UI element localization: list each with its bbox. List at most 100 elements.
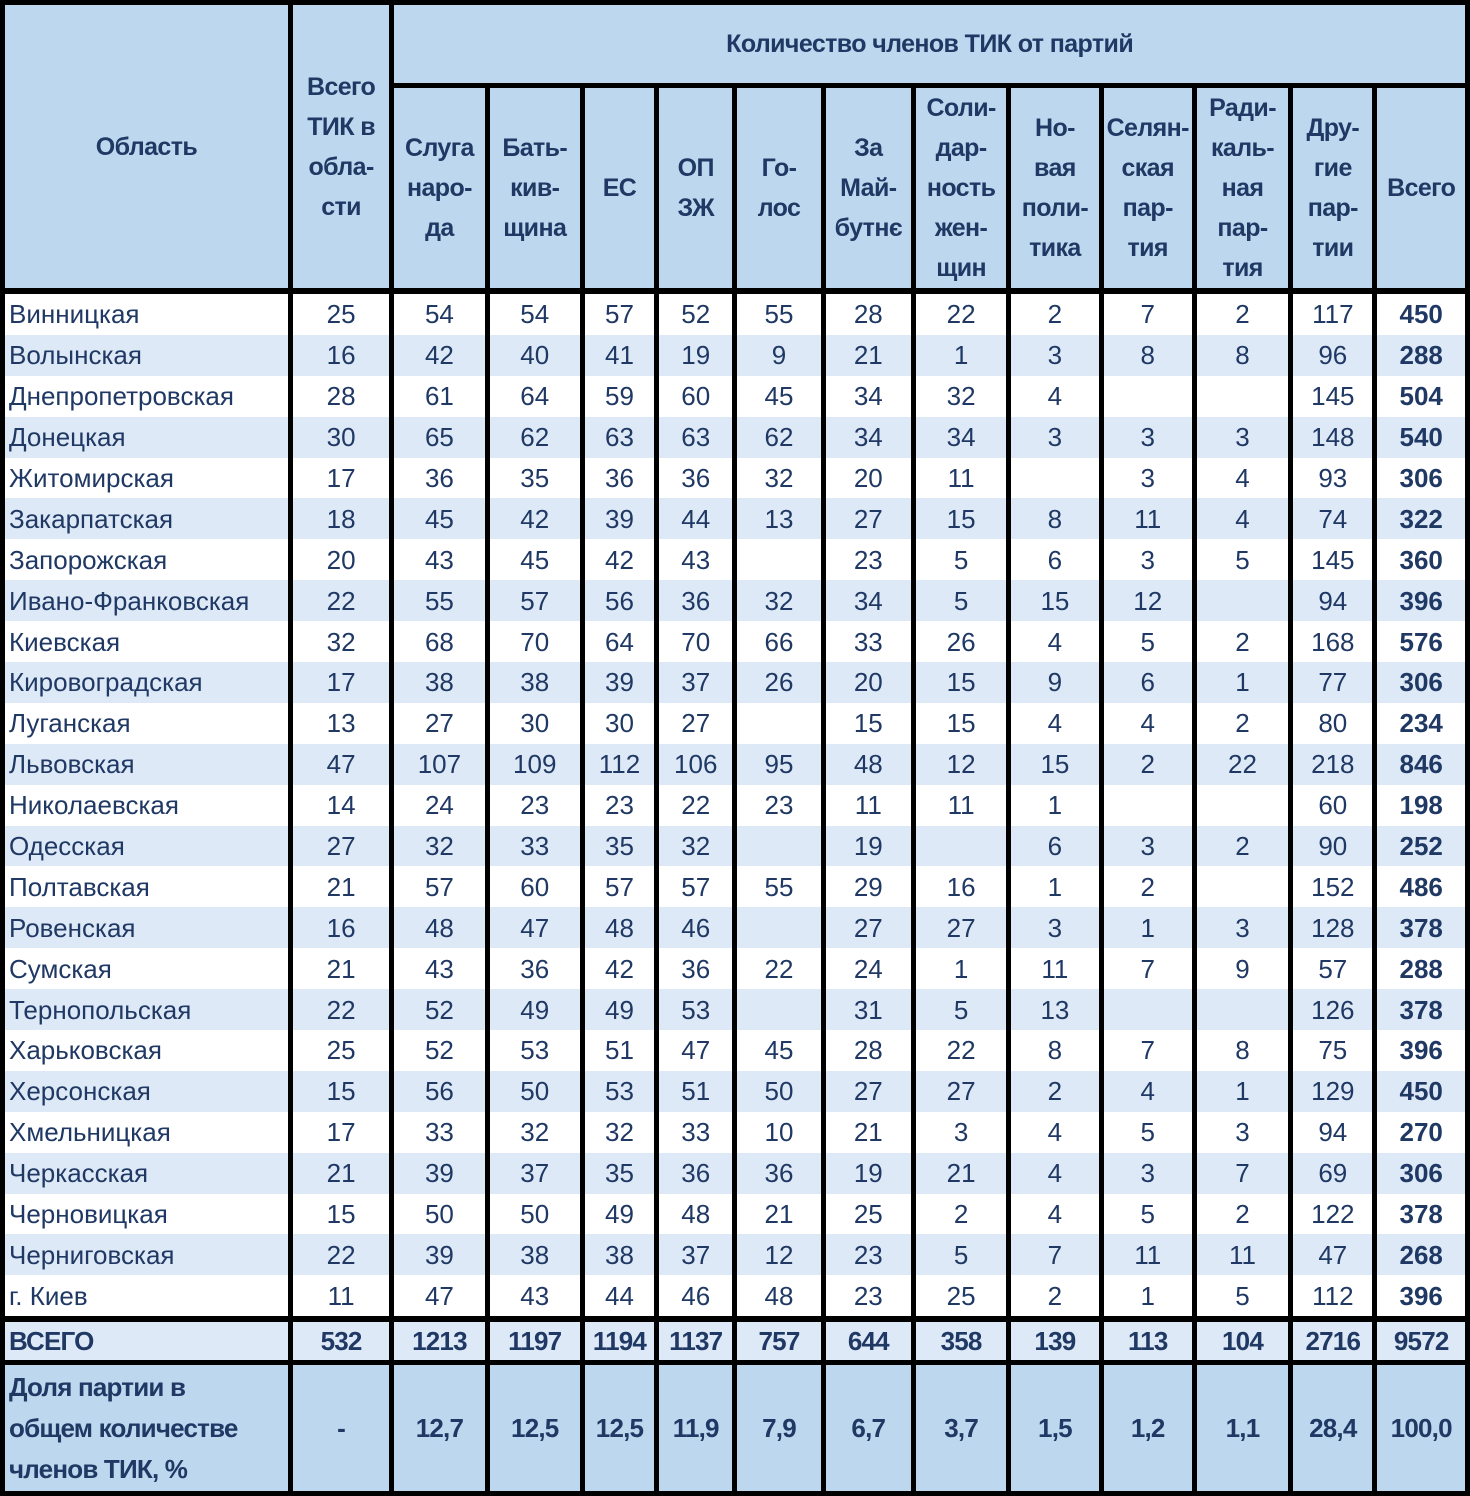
table-cell: [1191, 784, 1294, 826]
table-cell: 44: [579, 1275, 660, 1320]
table-cell: 15: [287, 1193, 395, 1235]
row-total: 306: [1372, 457, 1470, 499]
table-cell: 6: [1006, 825, 1104, 867]
table-cell: 2: [1006, 291, 1104, 335]
table-cell: 36: [579, 457, 660, 499]
table-cell: 38: [484, 662, 585, 703]
table-cell: 109: [484, 743, 585, 785]
table-cell: 12: [910, 743, 1012, 785]
table-cell: 34: [820, 580, 916, 622]
row-total: 450: [1372, 291, 1470, 335]
region-name: Запорожская: [0, 539, 293, 581]
share-cell: 1,1: [1191, 1362, 1294, 1494]
table-cell: 66: [732, 621, 826, 663]
table-cell: 77: [1288, 662, 1378, 703]
region-name: Полтавская: [0, 866, 293, 908]
total-cell: 757: [732, 1316, 826, 1366]
table-row: Житомирская 17 36 35 36 36 32 20 11 3 4 93 306: [0, 457, 1470, 499]
table-cell: 94: [1288, 580, 1378, 622]
table-cell: 7: [1098, 948, 1197, 990]
header-party: Дру- гие пар- тии: [1288, 85, 1378, 294]
table-row: Херсонская 15 56 50 53 51 50 27 27 2 4 1 129 450: [0, 1070, 1470, 1112]
table-cell: 69: [1288, 1152, 1378, 1194]
total-cell: 139: [1006, 1316, 1104, 1366]
table-row: Хмельницкая 17 33 32 32 33 10 21 3 4 5 3 94 270: [0, 1111, 1470, 1153]
table-cell: 26: [732, 662, 826, 703]
table-cell: 49: [579, 1193, 660, 1235]
total-cell: 358: [910, 1316, 1012, 1366]
table-cell: 37: [654, 662, 738, 703]
table-cell: 11: [1191, 1234, 1294, 1276]
table-cell: 4: [1006, 621, 1104, 663]
table-cell: 62: [484, 416, 585, 458]
table-cell: 96: [1288, 334, 1378, 376]
table-cell: 32: [732, 457, 826, 499]
table-cell: 47: [654, 1030, 738, 1071]
row-total: 450: [1372, 1070, 1470, 1112]
table-cell: 28: [820, 1030, 916, 1071]
table-cell: 47: [287, 743, 395, 785]
table-cell: 25: [287, 291, 395, 335]
table-cell: 126: [1288, 989, 1378, 1031]
table-cell: 112: [579, 743, 660, 785]
table-cell: 48: [654, 1193, 738, 1235]
table-row: Черкасская 21 39 37 35 36 36 19 21 4 3 7 69 306: [0, 1152, 1470, 1194]
table-cell: 42: [579, 539, 660, 581]
table-cell: 27: [820, 907, 916, 949]
table-cell: 21: [732, 1193, 826, 1235]
table-cell: 40: [484, 334, 585, 376]
table-cell: 36: [654, 948, 738, 990]
table-cell: 8: [1006, 1030, 1104, 1071]
table-cell: 30: [287, 416, 395, 458]
table-cell: 128: [1288, 907, 1378, 949]
table-cell: 1: [910, 948, 1012, 990]
table-cell: 95: [732, 743, 826, 785]
table-cell: 53: [579, 1070, 660, 1112]
table-cell: 36: [654, 457, 738, 499]
table-cell: 1: [1006, 784, 1104, 826]
row-total: 288: [1372, 948, 1470, 990]
table-cell: 43: [389, 539, 490, 581]
region-name: Харьковская: [0, 1030, 293, 1071]
table-cell: 27: [389, 702, 490, 744]
table-cell: 20: [287, 539, 395, 581]
table-cell: 54: [389, 291, 490, 335]
table-cell: 4: [1098, 702, 1197, 744]
table-cell: 13: [287, 702, 395, 744]
table-cell: 33: [484, 825, 585, 867]
table-cell: 23: [820, 539, 916, 581]
totals-row: ВСЕГО 532 1213 1197 1194 1137 757 644 358 139 113 1…: [0, 1316, 1470, 1366]
table-cell: 25: [820, 1193, 916, 1235]
table-cell: 145: [1288, 375, 1378, 417]
table-cell: 26: [910, 621, 1012, 663]
share-cell: 12,7: [389, 1362, 490, 1494]
table-row: Ивано-Франковская 22 55 57 56 36 32 34 5 15 12 94 39…: [0, 580, 1470, 622]
table-cell: 7: [1006, 1234, 1104, 1276]
table-cell: [1191, 866, 1294, 908]
table-cell: 3: [1098, 416, 1197, 458]
table-row: Запорожская 20 43 45 42 43 23 5 6 3 5 145 360: [0, 539, 1470, 581]
table-cell: 61: [389, 375, 490, 417]
table-cell: 4: [1191, 457, 1294, 499]
table-cell: 32: [732, 580, 826, 622]
table-cell: [1191, 375, 1294, 417]
table-cell: [732, 702, 826, 744]
table-cell: [1191, 580, 1294, 622]
table-cell: 32: [654, 825, 738, 867]
table-cell: 47: [389, 1275, 490, 1320]
row-total: 198: [1372, 784, 1470, 826]
table-cell: 45: [389, 498, 490, 540]
table-cell: 23: [484, 784, 585, 826]
row-total: 270: [1372, 1111, 1470, 1153]
row-total: 306: [1372, 662, 1470, 703]
table-cell: [732, 907, 826, 949]
table-row: Полтавская 21 57 60 57 57 55 29 16 1 2 152 486: [0, 866, 1470, 908]
table-cell: 5: [1098, 1111, 1197, 1153]
header-party: Го- лос: [732, 85, 826, 294]
table-cell: 4: [1006, 1193, 1104, 1235]
header-party: За Май- бутнє: [820, 85, 916, 294]
table-cell: 25: [287, 1030, 395, 1071]
region-name: Ивано-Франковская: [0, 580, 293, 622]
table-cell: 35: [484, 457, 585, 499]
table-cell: 2: [1098, 866, 1197, 908]
